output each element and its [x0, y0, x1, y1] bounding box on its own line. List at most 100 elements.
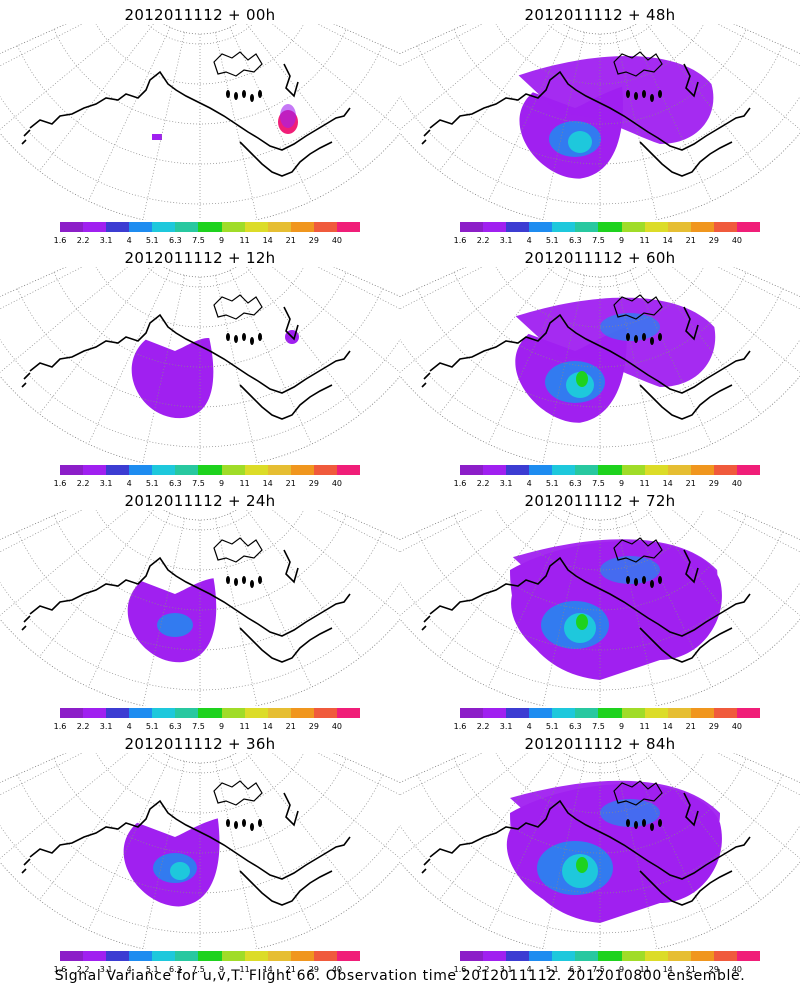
island [634, 578, 638, 586]
map-boundary [400, 753, 800, 949]
colorbar-label: 3.1 [499, 965, 513, 974]
colorbar-label: 6.3 [169, 722, 182, 731]
map-panel: 2012011112 + 48h 1.6 2.2 3.1 4 5.1 6.3 7.5 9 11 14… [400, 0, 800, 246]
polar-map [0, 267, 400, 463]
colorbar-swatch [129, 951, 153, 961]
colorbar-swatch [598, 708, 622, 718]
longitude-line [317, 510, 400, 553]
colorbar-swatch [83, 222, 107, 232]
colorbar-label: 29 [308, 479, 319, 488]
colorbar-label: 29 [708, 965, 719, 974]
latitude-line [53, 758, 347, 854]
graticule [0, 753, 400, 949]
coastline [213, 51, 263, 77]
latitude-line [400, 96, 800, 205]
latitude-line [95, 267, 305, 328]
graticule [400, 510, 800, 706]
coastline [29, 556, 351, 637]
colorbar-label: 4 [126, 236, 132, 245]
colorbar-label: 4 [126, 722, 132, 731]
colorbar-label: 4 [526, 236, 532, 245]
longitude-line [142, 32, 186, 218]
coastlines [421, 294, 751, 420]
latitude-line [53, 515, 347, 611]
coastline [683, 306, 699, 341]
colorbar-swatch [60, 465, 84, 475]
latitude-line [417, 774, 783, 894]
colorbar-swatch [483, 708, 507, 718]
colorbar-label: 14 [662, 722, 673, 731]
island [626, 576, 630, 584]
variance-field [152, 104, 298, 140]
colorbar-label: 40 [331, 722, 343, 731]
colorbar-label: 11 [639, 965, 650, 974]
colorbar-swatch [244, 951, 268, 961]
colorbar-swatch [106, 708, 130, 718]
colorbar-swatch [667, 708, 691, 718]
coastline [283, 63, 299, 98]
colorbar-label: 2.2 [476, 722, 490, 731]
coastline [421, 858, 431, 874]
colorbar-label: 5.1 [545, 965, 559, 974]
colorbar-label: 21 [685, 722, 696, 731]
colorbar-swatch [267, 222, 291, 232]
latitude-line [0, 582, 400, 691]
island [250, 94, 254, 102]
colorbar [60, 222, 361, 234]
colorbar-label: 14 [662, 479, 673, 488]
colorbar-label: 29 [308, 965, 319, 974]
latitude-line [453, 515, 747, 611]
colorbar-label: 2.2 [476, 236, 490, 245]
colorbar-label: 4 [126, 479, 132, 488]
island [234, 335, 238, 343]
colorbar-label: 9 [218, 965, 225, 974]
map-panel: 2012011112 + 60h 1.6 2.2 3.1 4 5.1 6.3 7.5 9 11 14… [400, 243, 800, 489]
map-boundary [0, 24, 400, 220]
coastline [29, 799, 351, 880]
latitude-line [53, 29, 347, 125]
panel-title: 2012011112 + 84h [524, 735, 676, 753]
polar-map [400, 753, 800, 949]
colorbar-swatch [106, 222, 130, 232]
colorbar-swatch [152, 222, 176, 232]
longitude-line [214, 518, 258, 704]
colorbar-swatch [460, 222, 484, 232]
polar-map [0, 753, 400, 949]
colorbar-swatch [336, 951, 361, 961]
colorbar-swatch [506, 465, 530, 475]
colorbar-swatch [552, 708, 576, 718]
colorbar-label: 2.2 [476, 965, 490, 974]
colorbar-swatch [621, 465, 645, 475]
panel-title: 2012011112 + 24h [124, 492, 276, 510]
colorbar-label: 7.5 [592, 965, 605, 974]
colorbar-labels: 1.6 2.2 3.1 4 5.1 6.3 7.5 9 11 14 21 29 40 [52, 965, 368, 975]
coastline [283, 306, 299, 341]
colorbar-swatch [575, 465, 599, 475]
island [226, 819, 230, 827]
colorbar-label: 7.5 [192, 722, 205, 731]
island [634, 335, 638, 343]
coastline [683, 792, 699, 827]
polar-map [0, 510, 400, 706]
coastline [683, 63, 699, 98]
island [626, 333, 630, 341]
latitude-line [0, 339, 400, 448]
colorbar-label: 1.6 [53, 236, 67, 245]
colorbar-swatch [175, 222, 199, 232]
figure-caption: Signal Variance for u,v,T. Flight 66. Ob… [54, 968, 746, 984]
longitude-line [317, 24, 400, 67]
latitude-line [417, 45, 783, 165]
colorbar-swatch [667, 465, 691, 475]
colorbar-label: 1.6 [53, 479, 67, 488]
colorbar-swatch [290, 951, 314, 961]
latitude-line [400, 582, 800, 691]
colorbar-label: 11 [639, 236, 650, 245]
colorbar [460, 951, 761, 963]
colorbar [60, 708, 361, 720]
colorbar-label: 40 [731, 236, 743, 245]
colorbar-swatch [529, 708, 553, 718]
colorbar-label: 11 [639, 479, 650, 488]
colorbar-label: 5.1 [145, 722, 159, 731]
island [650, 94, 654, 102]
island [226, 90, 230, 98]
